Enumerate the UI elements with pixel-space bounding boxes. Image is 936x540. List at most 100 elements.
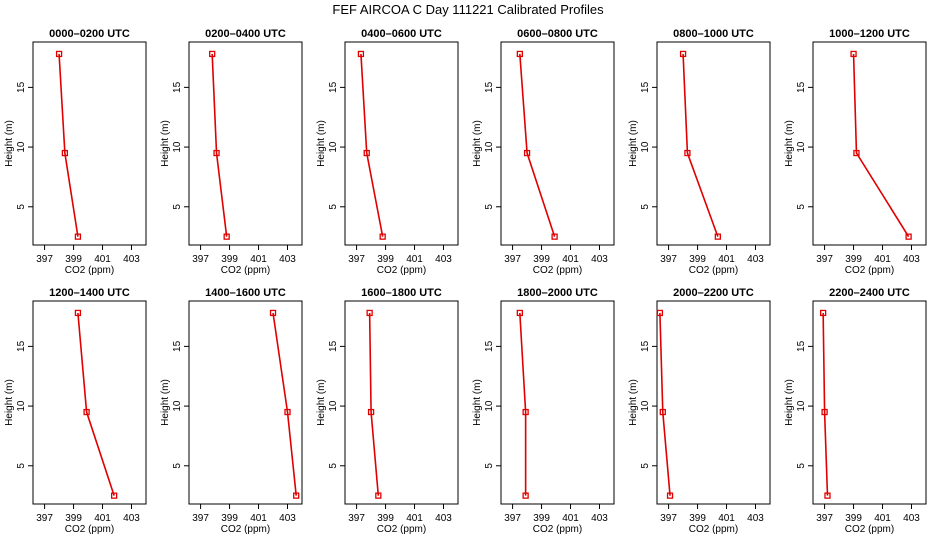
y-tick-label: 5 bbox=[640, 204, 651, 210]
x-tick-label: 397 bbox=[660, 254, 677, 265]
y-tick-label: 15 bbox=[172, 81, 183, 93]
y-tick-label: 10 bbox=[484, 141, 495, 153]
y-tick-label: 10 bbox=[16, 141, 27, 153]
y-tick-label: 10 bbox=[172, 141, 183, 153]
x-tick-label: 403 bbox=[279, 513, 296, 524]
profile-line bbox=[368, 312, 380, 496]
panel-3: 0400–0600 UTC 397 399 401 403 5 10 15 CO2 (ppm) H… bbox=[316, 28, 459, 276]
x-tick-label: 401 bbox=[94, 254, 111, 265]
panel-grid: 0000–0200 UTC 397 399 401 403 5 10 15 CO2 (ppm) H… bbox=[4, 28, 927, 535]
plot-frame bbox=[500, 41, 615, 246]
plot-frame bbox=[344, 300, 459, 505]
x-tick-label: 403 bbox=[903, 513, 920, 524]
y-tick-label: 5 bbox=[328, 204, 339, 210]
y-tick-label: 5 bbox=[484, 204, 495, 210]
panel-9: 1600–1800 UTC 397 399 401 403 5 10 15 CO2 (ppm) H… bbox=[316, 287, 459, 535]
panel-title: 0800–1000 UTC bbox=[673, 28, 754, 40]
panel-10: 1800–2000 UTC 397 399 401 403 5 10 15 CO2 (ppm) H… bbox=[472, 287, 615, 535]
data-point bbox=[656, 309, 664, 317]
y-tick-label: 10 bbox=[328, 141, 339, 153]
panel-title: 1000–1200 UTC bbox=[829, 28, 910, 40]
panel-4: 0600–0800 UTC 397 399 401 403 5 10 15 CO2 (ppm) H… bbox=[472, 28, 615, 276]
data-point bbox=[905, 233, 912, 240]
y-tick-label: 10 bbox=[640, 141, 651, 153]
data-point bbox=[516, 309, 523, 317]
x-tick-label: 401 bbox=[406, 254, 423, 265]
x-tick-label: 403 bbox=[903, 254, 920, 265]
data-point bbox=[819, 309, 827, 317]
y-axis-label: Height (m) bbox=[628, 120, 639, 167]
x-tick-label: 403 bbox=[591, 513, 608, 524]
x-tick-label: 401 bbox=[718, 254, 735, 265]
profile-line bbox=[822, 312, 829, 496]
y-tick-label: 5 bbox=[640, 463, 651, 469]
x-tick-label: 399 bbox=[65, 513, 82, 524]
panel-title: 0200–0400 UTC bbox=[205, 28, 286, 40]
x-tick-label: 403 bbox=[279, 254, 296, 265]
plot-frame bbox=[812, 41, 927, 246]
profile-line bbox=[852, 53, 910, 238]
y-tick-label: 10 bbox=[328, 400, 339, 412]
panel-1: 0000–0200 UTC 397 399 401 403 5 10 15 CO2 (ppm) H… bbox=[4, 28, 147, 276]
x-tick-label: 397 bbox=[816, 513, 833, 524]
data-point bbox=[366, 309, 373, 317]
x-tick-label: 401 bbox=[562, 513, 579, 524]
x-tick-label: 403 bbox=[435, 254, 452, 265]
data-point bbox=[666, 492, 674, 499]
plot-frame bbox=[188, 300, 303, 505]
data-point bbox=[375, 492, 382, 499]
panel-5: 0800–1000 UTC 397 399 401 403 5 10 15 CO2 (ppm) H… bbox=[628, 28, 771, 276]
x-tick-label: 397 bbox=[504, 254, 521, 265]
data-point bbox=[83, 408, 90, 416]
y-tick-label: 10 bbox=[796, 400, 807, 412]
panel-7: 1200–1400 UTC 397 399 401 403 5 10 15 CO2 (ppm) H… bbox=[4, 287, 147, 535]
x-tick-label: 399 bbox=[689, 254, 706, 265]
data-point bbox=[551, 233, 558, 240]
x-tick-label: 403 bbox=[123, 513, 140, 524]
panel-title: 1400–1600 UTC bbox=[205, 287, 286, 299]
y-tick-label: 15 bbox=[484, 340, 495, 352]
x-axis-label: CO2 (ppm) bbox=[845, 265, 894, 276]
plot-frame bbox=[32, 41, 147, 246]
x-tick-label: 399 bbox=[845, 513, 862, 524]
profile-line bbox=[211, 53, 228, 237]
y-tick-label: 5 bbox=[796, 463, 807, 469]
panel-6: 1000–1200 UTC 397 399 401 403 5 10 15 CO2 (ppm) H… bbox=[784, 28, 927, 276]
x-tick-label: 397 bbox=[348, 254, 365, 265]
x-axis-label: CO2 (ppm) bbox=[65, 265, 114, 276]
x-tick-label: 399 bbox=[377, 254, 394, 265]
data-point bbox=[213, 149, 220, 157]
panel-title: 2200–2400 UTC bbox=[829, 287, 910, 299]
plot-frame bbox=[656, 41, 771, 246]
panel-2: 0200–0400 UTC 397 399 401 403 5 10 15 CO2 (ppm) H… bbox=[160, 28, 303, 276]
figure-title: FEF AIRCOA C Day 111221 Calibrated Profi… bbox=[332, 2, 604, 17]
data-point bbox=[61, 149, 69, 157]
y-tick-label: 15 bbox=[640, 81, 651, 93]
x-tick-label: 399 bbox=[221, 513, 238, 524]
x-tick-label: 401 bbox=[562, 254, 579, 265]
profile-line bbox=[77, 312, 115, 496]
plot-frame bbox=[656, 300, 771, 505]
y-tick-label: 5 bbox=[16, 463, 27, 469]
y-axis-label: Height (m) bbox=[4, 120, 15, 167]
x-tick-label: 399 bbox=[689, 513, 706, 524]
y-tick-label: 15 bbox=[16, 340, 27, 352]
y-tick-label: 15 bbox=[640, 340, 651, 352]
panel-title: 1200–1400 UTC bbox=[49, 287, 130, 299]
panel-11: 2000–2200 UTC 397 399 401 403 5 10 15 CO2 (ppm) H… bbox=[628, 287, 771, 535]
y-tick-label: 15 bbox=[796, 340, 807, 352]
y-axis-label: Height (m) bbox=[784, 120, 795, 167]
x-tick-label: 401 bbox=[94, 513, 111, 524]
data-point bbox=[293, 492, 300, 499]
x-tick-label: 403 bbox=[747, 254, 764, 265]
x-axis-label: CO2 (ppm) bbox=[65, 524, 114, 535]
data-point bbox=[379, 233, 386, 240]
data-point bbox=[110, 492, 118, 499]
x-tick-label: 397 bbox=[660, 513, 677, 524]
data-point bbox=[357, 50, 365, 58]
panel-12: 2200–2400 UTC 397 399 401 403 5 10 15 CO2 (ppm) H… bbox=[784, 287, 927, 535]
x-tick-label: 399 bbox=[65, 254, 82, 265]
data-point bbox=[821, 408, 828, 416]
data-point bbox=[74, 233, 82, 240]
panel-title: 1800–2000 UTC bbox=[517, 287, 598, 299]
